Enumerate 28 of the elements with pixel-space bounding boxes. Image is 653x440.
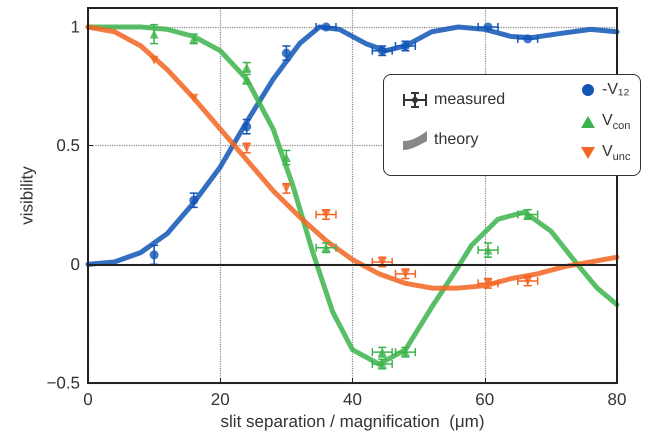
x-tick-label: 0 — [83, 390, 93, 409]
x-tick-label: 40 — [343, 390, 362, 409]
y-tick-label: 0 — [70, 254, 80, 274]
point — [282, 48, 291, 58]
point — [150, 30, 159, 39]
point — [242, 122, 252, 132]
point — [484, 246, 493, 255]
y-axis-title: visibility — [18, 166, 37, 225]
point — [189, 196, 198, 205]
x-tick-label: 60 — [475, 390, 494, 409]
x-tick-label: 20 — [210, 390, 230, 409]
y-tick-label: −0.5 — [46, 374, 80, 392]
y-tick-label: 0.5 — [56, 136, 80, 156]
annotation: measured — [434, 91, 506, 109]
point — [150, 56, 159, 65]
point — [484, 22, 493, 32]
x-tick-label: 80 — [608, 390, 626, 409]
legend-label: V$_{unc}$ — [602, 143, 630, 164]
legend-label: -V₁₂ — [602, 81, 630, 99]
legend-label: V$_{con}$ — [602, 112, 630, 132]
point — [282, 153, 291, 162]
x-axis-title: slit separation / magnification (μm) — [220, 412, 484, 431]
point — [150, 250, 159, 260]
annotation: theory — [434, 131, 478, 149]
y-tick-label: 1 — [70, 17, 80, 36]
point — [189, 94, 198, 103]
point — [523, 34, 532, 44]
point — [322, 22, 331, 32]
